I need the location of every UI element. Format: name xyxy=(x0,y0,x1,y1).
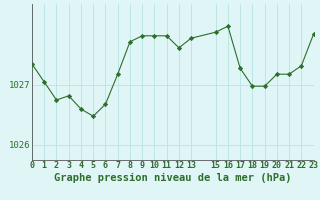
X-axis label: Graphe pression niveau de la mer (hPa): Graphe pression niveau de la mer (hPa) xyxy=(54,173,292,183)
